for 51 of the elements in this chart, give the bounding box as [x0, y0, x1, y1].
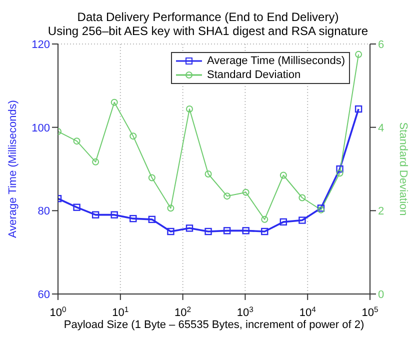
y2-tick-label: 0: [378, 289, 384, 301]
chart-subtitle: Using 256–bit AES key with SHA1 digest and RSA signature: [46, 24, 370, 38]
point: [355, 50, 362, 58]
point: [224, 192, 231, 200]
point: [261, 228, 268, 236]
point: [242, 188, 250, 196]
point: [223, 227, 231, 234]
x-tick-label: 10$^{3}$: [236, 304, 254, 319]
point: [336, 165, 344, 173]
y-tick-label: 60: [38, 289, 50, 301]
x-tick-label: 10$^{1}$: [112, 304, 129, 319]
y2-tick-label: 6: [378, 39, 384, 51]
point: [280, 218, 288, 226]
x-axis-title: Payload Size (1 Byte – 65535 Bytes, increment of power of 2): [64, 319, 364, 331]
point: [73, 204, 80, 211]
legend-label: Average Time (Milliseconds): [207, 54, 345, 68]
point: [73, 138, 80, 145]
point: [186, 224, 194, 232]
point: [354, 105, 362, 113]
y-tick-label: 120: [32, 39, 50, 51]
y2-tick-label: 4: [378, 122, 384, 134]
point: [280, 172, 287, 179]
point: [130, 214, 137, 222]
point: [148, 174, 156, 182]
point: [110, 211, 118, 218]
point: [204, 170, 212, 178]
point: [148, 216, 156, 224]
point: [92, 211, 100, 218]
point: [204, 228, 212, 236]
point: [242, 227, 250, 234]
x-tick-label: 10$^{0}$: [50, 304, 66, 319]
x-tick-label: 10$^{5}$: [362, 304, 378, 319]
point: [167, 204, 174, 212]
y2-axis-title: Standard Deviation: [397, 122, 410, 216]
y-tick-label: 100: [32, 122, 50, 134]
point: [298, 216, 306, 224]
y2-tick-label: 2: [378, 206, 384, 218]
legend-label: Standard Deviation: [207, 68, 301, 82]
chart-title: Data Delivery Performance (End to End Delivery): [76, 10, 340, 24]
y-axis-title: Average Time (Milliseconds): [6, 100, 19, 238]
point: [110, 98, 118, 106]
x-tick-label: 10$^{4}$: [299, 304, 317, 319]
point: [167, 228, 174, 236]
x-tick-label: 10$^{2}$: [174, 304, 192, 319]
point: [92, 158, 100, 166]
point: [336, 170, 344, 177]
y-tick-label: 80: [38, 206, 50, 218]
point: [298, 194, 306, 202]
point: [261, 216, 268, 223]
point: [186, 106, 193, 112]
point: [130, 132, 137, 140]
